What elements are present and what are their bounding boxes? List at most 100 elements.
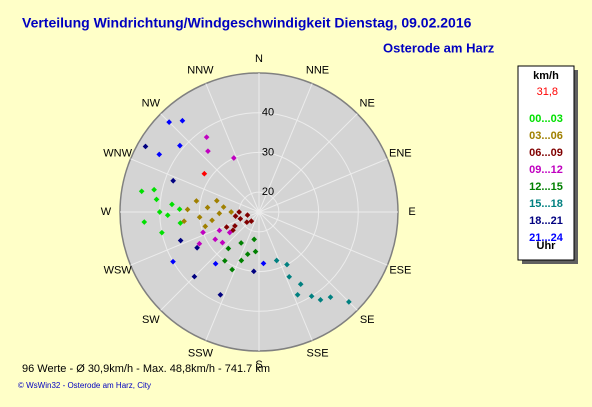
data-point: [156, 151, 163, 158]
spoke: [258, 211, 388, 266]
data-point: [225, 245, 232, 252]
data-point: [286, 273, 293, 280]
legend-label: 15...18: [529, 198, 563, 210]
data-point: [252, 248, 259, 255]
data-point: [166, 119, 172, 125]
spoke: [160, 211, 260, 311]
data-point: [238, 240, 244, 246]
data-point: [201, 170, 208, 177]
direction-label: WNW: [103, 147, 132, 159]
data-point: [193, 198, 200, 204]
direction-label: NNE: [306, 65, 329, 77]
legend-label: 06...09: [529, 147, 563, 159]
data-point: [226, 229, 233, 236]
summary: 96 Werte - Ø 30,9km/h - Max. 48,8km/h - …: [22, 363, 270, 375]
direction-label: SW: [142, 314, 160, 326]
data-point: [213, 197, 220, 204]
data-point: [212, 236, 219, 243]
legend-label: 18...21: [529, 215, 563, 227]
grid-ring: [198, 151, 320, 273]
data-point: [216, 227, 223, 234]
legend-label: 03...06: [529, 130, 563, 142]
direction-label: NE: [360, 98, 375, 110]
legend-label: 21...24: [529, 232, 564, 244]
data-point: [248, 218, 255, 224]
legend-footer: Uhr: [537, 240, 557, 252]
data-point: [177, 142, 183, 149]
data-point: [219, 239, 226, 246]
data-point: [232, 213, 239, 219]
data-point: [251, 236, 258, 243]
chart-title: Verteilung Windrichtung/Windgeschwindigk…: [22, 15, 472, 31]
direction-label: E: [408, 206, 415, 218]
data-point: [217, 291, 224, 298]
data-point: [202, 223, 209, 230]
legend-label: 09...12: [529, 164, 563, 176]
r-tick-label: 20: [262, 186, 274, 198]
direction-label: SE: [360, 314, 375, 326]
data-point: [200, 229, 206, 236]
direction-label: NNW: [187, 65, 214, 77]
data-point: [237, 215, 244, 222]
data-point: [176, 206, 183, 213]
r-tick-label: 40: [262, 107, 274, 119]
data-point: [327, 294, 334, 301]
data-point: [212, 260, 219, 267]
data-point: [230, 155, 237, 161]
spoke: [258, 113, 358, 213]
legend-label: 12...15: [529, 181, 563, 193]
data-point: [141, 219, 148, 225]
current-value-label: 31,8: [537, 86, 558, 98]
direction-label: SSE: [307, 347, 329, 359]
data-point: [204, 204, 211, 211]
spoke: [130, 211, 260, 266]
data-point: [156, 209, 163, 215]
data-point: [223, 224, 230, 230]
legend-box: [517, 65, 575, 261]
data-point: [297, 281, 304, 288]
data-point: [194, 244, 200, 251]
spoke: [130, 158, 260, 213]
data-point: [159, 229, 165, 236]
data-point: [222, 257, 228, 264]
data-point: [153, 196, 160, 203]
data-point: [151, 186, 157, 193]
spoke: [160, 113, 260, 213]
data-point: [184, 206, 191, 213]
chart-subtitle: Osterode am Harz: [383, 40, 495, 55]
spoke: [205, 83, 260, 213]
data-point: [196, 240, 203, 247]
data-point: [260, 260, 267, 267]
data-point: [170, 177, 176, 184]
data-point: [138, 188, 145, 195]
direction-label: W: [101, 206, 112, 218]
direction-label: WSW: [104, 264, 133, 276]
data-point: [244, 212, 251, 218]
spoke: [258, 83, 313, 213]
data-point: [170, 258, 176, 265]
direction-label: ENE: [389, 147, 412, 159]
data-point: [273, 257, 280, 264]
data-point: [232, 223, 238, 229]
data-point: [196, 214, 203, 221]
data-point: [177, 237, 184, 244]
data-point: [229, 266, 235, 273]
data-point: [284, 261, 290, 268]
data-point: [308, 293, 315, 300]
data-point: [238, 257, 245, 264]
data-point: [203, 134, 210, 141]
spoke: [205, 211, 260, 341]
footer: © WsWin32 - Osterode am Harz, City: [18, 381, 151, 390]
spoke: [258, 211, 358, 311]
data-point: [169, 201, 175, 208]
data-point: [228, 209, 235, 215]
direction-label: N: [255, 53, 263, 65]
direction-label: ESE: [389, 264, 411, 276]
data-point: [216, 210, 223, 217]
data-point: [181, 218, 187, 225]
r-tick-label: 30: [262, 146, 274, 158]
spoke: [258, 211, 313, 341]
legend-title: km/h: [533, 70, 559, 82]
direction-label: SSW: [188, 347, 214, 359]
